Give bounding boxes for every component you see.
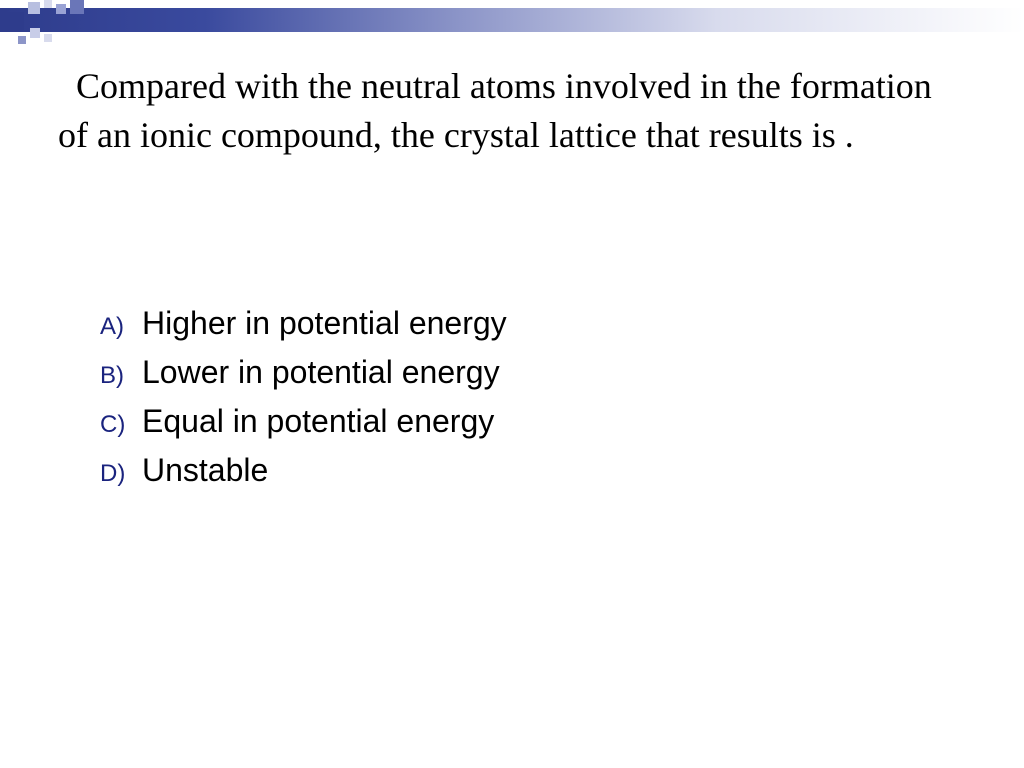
decor-square xyxy=(56,4,66,14)
decor-square xyxy=(18,36,26,44)
answer-letter: C) xyxy=(100,411,142,439)
answer-list: A) Higher in potential energy B) Lower i… xyxy=(100,305,920,501)
decor-square xyxy=(70,0,84,14)
answer-text: Equal in potential energy xyxy=(142,403,494,440)
answer-text: Higher in potential energy xyxy=(142,305,507,342)
answer-letter: A) xyxy=(100,313,142,341)
decor-square xyxy=(28,2,40,14)
answer-text: Lower in potential energy xyxy=(142,354,500,391)
header-gradient-bar xyxy=(0,8,1024,32)
decor-square xyxy=(30,28,40,38)
answer-letter: B) xyxy=(100,362,142,390)
answer-option: D) Unstable xyxy=(100,452,920,489)
answer-option: C) Equal in potential energy xyxy=(100,403,920,440)
slide-header-decor xyxy=(0,0,1024,45)
answer-text: Unstable xyxy=(142,452,268,489)
decor-square xyxy=(44,34,52,42)
answer-option: A) Higher in potential energy xyxy=(100,305,920,342)
decor-square xyxy=(44,0,52,8)
answer-option: B) Lower in potential energy xyxy=(100,354,920,391)
question-text: Compared with the neutral atoms involved… xyxy=(58,62,968,159)
answer-letter: D) xyxy=(100,460,142,488)
decor-square xyxy=(6,12,24,30)
